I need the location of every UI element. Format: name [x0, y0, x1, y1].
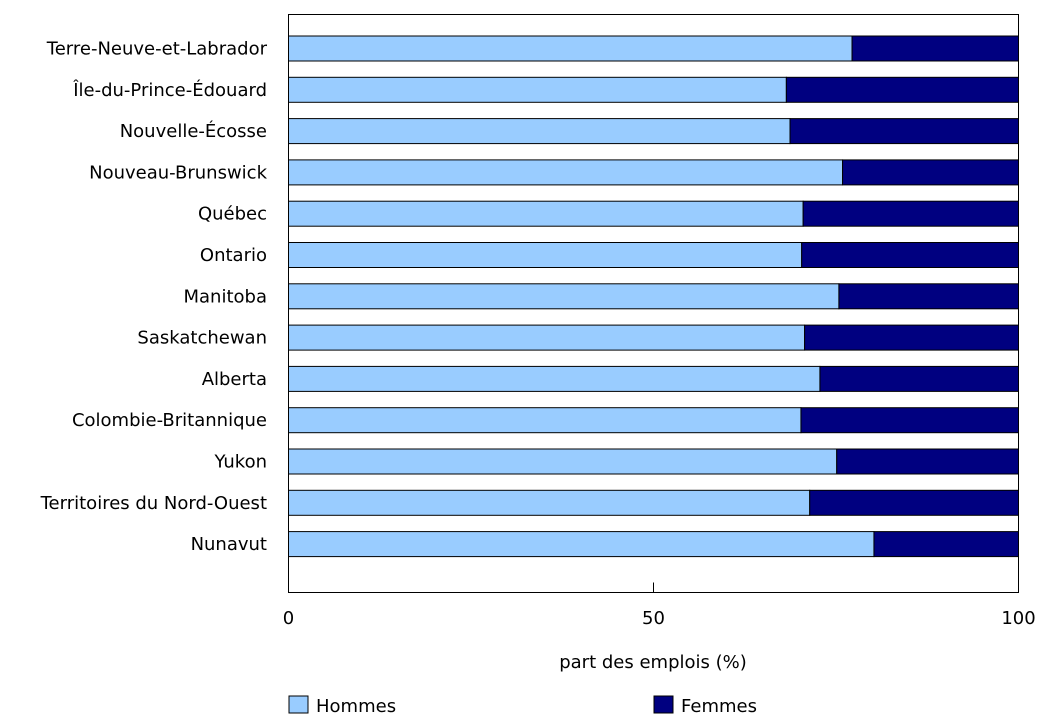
bar-hommes-terre-neuve-et-labrador	[288, 35, 853, 62]
category-label-saskatchewan: Saskatchewan	[137, 328, 267, 349]
bar-hommes-yukon	[288, 448, 838, 475]
bar-hommes-nouveau-brunswick	[288, 159, 844, 186]
bar-femmes-yukon	[836, 448, 1019, 475]
bars-layer	[288, 35, 1020, 558]
bar-femmes-ontario	[801, 242, 1019, 268]
x-axis-title: part des emplois (%)	[559, 652, 747, 673]
bar-hommes-alberta	[288, 365, 821, 392]
category-label-manitoba: Manitoba	[184, 286, 268, 307]
bar-femmes-terre-neuve-et-labrador	[851, 35, 1019, 62]
category-label-territoires-du-nord-ouest: Territoires du Nord-Ouest	[40, 493, 267, 514]
category-labels: Terre-Neuve-et-Labrador Île-du-Prince-Édo…	[40, 39, 268, 556]
bar-hommes-colombie-britannique	[288, 407, 802, 434]
bar-hommes-manitoba	[288, 283, 840, 310]
legend: Hommes Femmes	[288, 695, 757, 717]
x-axis: 0 50 100	[283, 582, 1036, 629]
bar-hommes-quebec	[288, 200, 804, 227]
category-label-ontario: Ontario	[200, 245, 267, 266]
category-label-colombie-britannique: Colombie-Britannique	[72, 410, 267, 431]
bar-hommes-ile-du-prince-edouard	[288, 76, 787, 103]
bar-femmes-territoires-du-nord-ouest	[809, 489, 1019, 516]
bar-femmes-colombie-britannique	[800, 407, 1020, 434]
bar-femmes-ile-du-prince-edouard	[785, 76, 1019, 103]
category-label-terre-neuve-et-labrador: Terre-Neuve-et-Labrador	[46, 39, 268, 60]
bar-hommes-territoires-du-nord-ouest	[288, 489, 811, 516]
legend-swatch-femmes	[653, 695, 674, 714]
bar-femmes-saskatchewan	[804, 324, 1019, 351]
category-label-ile-du-prince-edouard: Île-du-Prince-Édouard	[72, 79, 267, 101]
bar-femmes-quebec	[802, 200, 1020, 227]
bar-hommes-ontario	[288, 242, 803, 268]
category-label-nouvelle-ecosse: Nouvelle-Écosse	[120, 120, 267, 142]
bar-femmes-alberta	[819, 365, 1019, 392]
category-label-quebec: Québec	[198, 204, 267, 225]
bar-hommes-nunavut	[288, 531, 875, 558]
bar-femmes-nouveau-brunswick	[842, 159, 1019, 186]
x-tick-label-50: 50	[642, 608, 665, 629]
legend-swatch-hommes	[288, 695, 309, 714]
x-tick-label-100: 100	[1001, 608, 1035, 629]
x-tick-label-0: 0	[283, 608, 294, 629]
bar-hommes-nouvelle-ecosse	[288, 118, 791, 145]
bar-hommes-saskatchewan	[288, 324, 806, 351]
bar-femmes-nunavut	[873, 531, 1020, 558]
legend-label-hommes: Hommes	[316, 696, 396, 715]
bar-femmes-manitoba	[838, 283, 1019, 310]
bar-femmes-nouvelle-ecosse	[789, 118, 1020, 145]
category-label-alberta: Alberta	[202, 369, 267, 390]
category-label-nunavut: Nunavut	[191, 534, 267, 555]
legend-label-femmes: Femmes	[681, 696, 757, 715]
category-label-yukon: Yukon	[213, 452, 267, 473]
category-label-nouveau-brunswick: Nouveau-Brunswick	[89, 162, 267, 183]
